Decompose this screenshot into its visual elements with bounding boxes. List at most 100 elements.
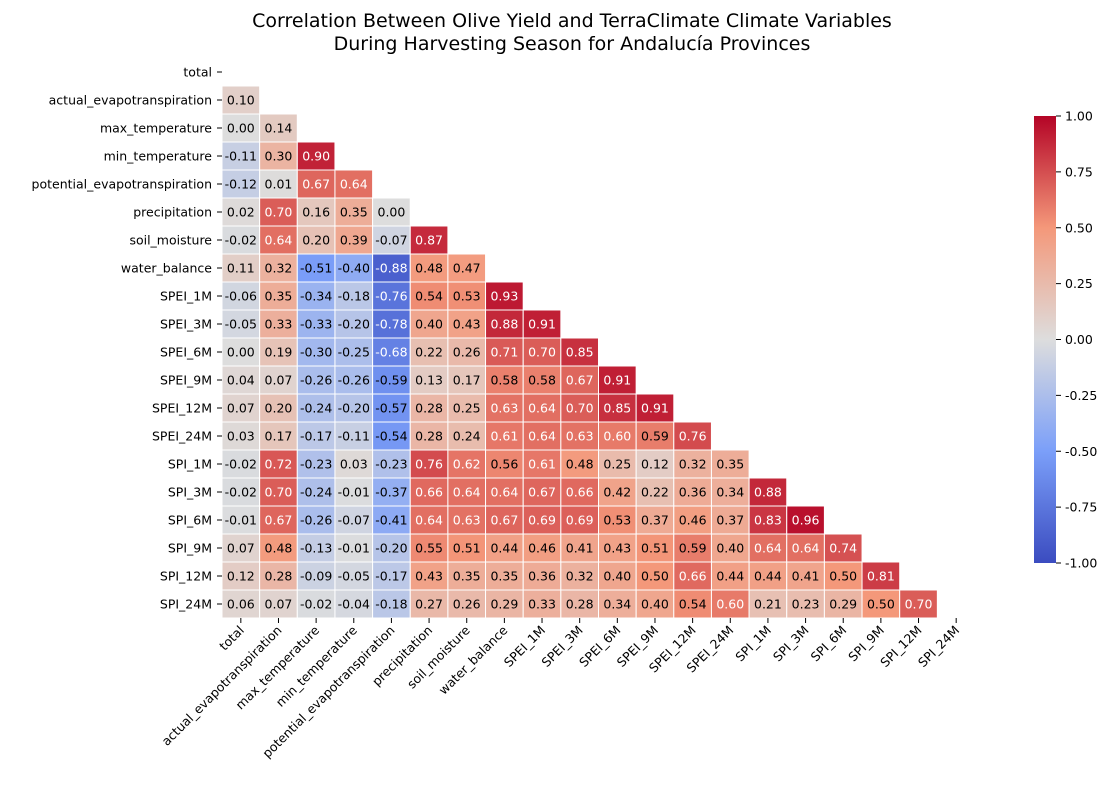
heatmap-cell-SPI_12M-water_balance [485,561,524,591]
colorbar-tick-label: 0.50 [1065,220,1093,235]
cell-value-label: 0.69 [528,513,556,528]
cell-value-label: 0.01 [265,177,293,192]
heatmap-cell-SPI_3M-potential_evapotranspiration [372,477,411,507]
heatmap-cell-SPI_24M-water_balance [485,589,524,619]
heatmap-cell-soil_moisture-actual_evapotranspiration [259,225,298,255]
heatmap-cell-SPEI_12M-total [221,393,261,423]
cell-value-label: -0.30 [300,345,332,360]
colorbar-tick-label: 1.00 [1065,109,1093,124]
heatmap-cell-SPEI_24M-total [221,421,261,451]
cell-value-label: 0.37 [716,513,744,528]
heatmap-cell-SPI_3M-SPI_1M [748,477,788,507]
cell-value-label: 0.53 [453,289,481,304]
heatmap-cell-SPI_1M-water_balance [485,449,524,479]
cell-value-label: 0.25 [453,401,481,416]
heatmap-cell-SPI_9M-SPEI_1M [522,533,562,563]
cell-value-label: 0.93 [490,289,518,304]
heatmap-cell-SPEI_1M-water_balance [485,281,524,311]
chart-title-line-2: During Harvesting Season for Andalucía P… [334,33,811,55]
cell-value-label: -0.06 [225,289,257,304]
cell-value-label: -0.18 [375,597,407,612]
y-tick-label-max_temperature: max_temperature [100,121,212,136]
heatmap-cell-SPI_9M-SPEI_24M [710,533,750,563]
heatmap-cell-SPEI_6M-water_balance [485,337,524,367]
heatmap-cell-SPI_9M-SPEI_6M [598,533,637,563]
y-tick-label-precipitation: precipitation [133,205,212,220]
cell-value-label: 0.74 [829,541,857,556]
heatmap-cell-SPEI_24M-SPEI_6M [598,421,637,451]
cell-value-label: 0.88 [754,485,782,500]
heatmap-cell-SPI_9M-SPI_1M [748,533,788,563]
cell-value-label: -0.12 [225,177,257,192]
cell-value-label: 0.50 [867,597,895,612]
heatmap-cell-SPI_6M-max_temperature [296,505,336,535]
heatmap-cell-SPEI_6M-min_temperature [334,337,374,367]
cell-value-label: 0.25 [603,457,631,472]
heatmap-cell-SPI_6M-SPEI_1M [522,505,562,535]
x-axis: totalactual_evapotranspirationmax_temper… [158,618,962,761]
colorbar-tick-label: 0.25 [1065,276,1093,291]
cell-value-label: -0.02 [225,233,257,248]
cell-value-label: 0.56 [490,457,518,472]
cell-value-label: -0.07 [338,513,370,528]
y-tick-label-SPI_6M: SPI_6M [168,513,212,528]
heatmap-cell-SPI_1M-potential_evapotranspiration [372,449,411,479]
cell-value-label: 0.62 [453,457,481,472]
y-tick-label-min_temperature: min_temperature [104,149,213,164]
heatmap-cell-SPI_9M-SPEI_12M [673,533,712,563]
heatmap-cell-SPEI_9M-SPEI_6M [598,365,637,395]
cell-value-label: 0.32 [679,457,707,472]
cell-value-label: 0.63 [566,429,594,444]
cell-value-label: 0.70 [265,205,293,220]
cell-value-label: 0.70 [265,485,293,500]
cell-value-label: -0.51 [300,261,332,276]
cell-value-label: 0.46 [679,513,707,528]
heatmap-cell-SPI_24M-SPEI_3M [560,589,599,619]
cell-value-label: 0.14 [265,121,293,136]
cell-value-label: -0.07 [375,233,407,248]
y-tick-label-SPI_1M: SPI_1M [168,457,212,472]
y-tick-label-SPI_3M: SPI_3M [168,485,212,500]
heatmap-cell-SPEI_24M-soil_moisture [447,421,487,451]
cell-value-label: 0.66 [566,485,594,500]
heatmap-cell-SPI_12M-soil_moisture [447,561,487,591]
x-tick-label-SPI_24M: SPI_24M [915,623,962,670]
cell-value-label: 0.03 [227,429,255,444]
cell-value-label: -0.13 [300,541,332,556]
cell-value-label: -0.26 [300,513,332,528]
cell-value-label: -0.37 [375,485,407,500]
cell-value-label: 0.21 [754,597,782,612]
cell-value-label: 0.40 [641,597,669,612]
heatmap-cell-SPEI_24M-max_temperature [296,421,336,451]
cell-value-label: 0.28 [415,401,443,416]
y-tick-label-SPEI_9M: SPEI_9M [160,373,212,388]
cell-value-label: 0.64 [415,513,443,528]
cell-value-label: -0.17 [375,569,407,584]
cell-value-label: -0.24 [300,401,332,416]
heatmap-cell-SPEI_9M-min_temperature [334,365,374,395]
cell-value-label: 0.85 [566,345,594,360]
y-tick-label-SPEI_24M: SPEI_24M [152,429,212,444]
cell-value-label: 0.19 [265,345,293,360]
heatmap-cell-SPI_6M-soil_moisture [447,505,487,535]
cell-value-label: -0.40 [338,261,370,276]
cell-value-label: 0.72 [265,457,293,472]
cell-value-label: -0.05 [225,317,257,332]
cell-value-label: -0.11 [338,429,370,444]
y-tick-label-SPEI_12M: SPEI_12M [152,401,212,416]
cell-value-label: 0.42 [603,485,631,500]
heatmap-cell-SPI_12M-SPI_9M [861,561,901,591]
heatmap-cell-water_balance-total [221,253,261,283]
cell-value-label: -0.26 [300,373,332,388]
cell-value-label: 0.50 [641,569,669,584]
heatmap-cell-SPI_1M-SPEI_24M [710,449,750,479]
heatmap-cell-SPEI_9M-SPEI_1M [522,365,562,395]
cell-value-label: 0.64 [528,401,556,416]
cell-value-label: -0.54 [375,429,407,444]
cell-value-label: 0.34 [716,485,744,500]
heatmap-cell-SPI_24M-soil_moisture [447,589,487,619]
cell-value-label: 0.67 [566,373,594,388]
heatmap-cell-SPI_24M-SPEI_6M [598,589,637,619]
y-tick-label-SPEI_3M: SPEI_3M [160,317,212,332]
heatmap-cell-SPEI_12M-SPEI_6M [598,393,637,423]
